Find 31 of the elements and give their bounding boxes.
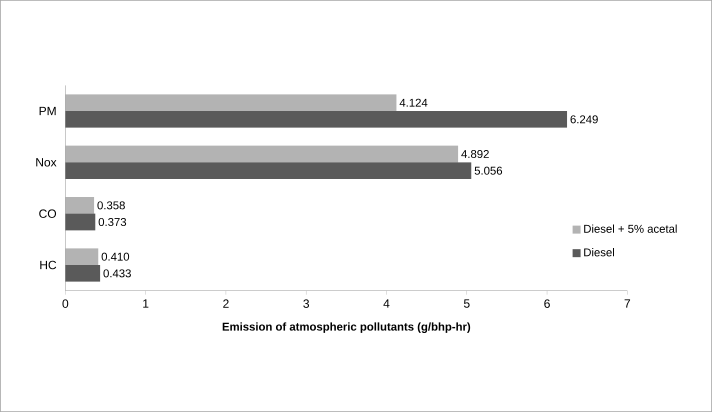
x-tick-label: 0 (62, 299, 68, 308)
x-tick-label: 7 (624, 299, 630, 308)
x-tick-label: 5 (464, 299, 470, 308)
bar (65, 146, 458, 162)
bar (65, 265, 100, 282)
y-tick-label: Nox (36, 158, 56, 167)
x-tick-label: 6 (544, 299, 550, 308)
data-label: 0.373 (98, 218, 126, 226)
bar (65, 94, 396, 112)
x-tick-label: 1 (143, 299, 148, 308)
data-label: 4.892 (461, 150, 489, 158)
data-label: 5.056 (474, 166, 502, 175)
x-tick-label: 2 (223, 299, 229, 308)
bar (65, 248, 98, 265)
y-tick-label: PM (40, 106, 56, 116)
bar (65, 162, 472, 180)
data-label: 4.124 (400, 98, 428, 107)
x-tick-label: 4 (383, 299, 390, 308)
bar (65, 197, 94, 214)
data-label: 0.358 (97, 201, 125, 210)
bar (65, 111, 568, 128)
data-label: 0.410 (102, 252, 130, 261)
x-axis-title: Emission of atmospheric pollutants (g/bhp-hr) (222, 322, 470, 333)
y-tick-label: HC (40, 260, 56, 270)
legend-label: Diesel (584, 248, 614, 256)
data-label: 6.249 (570, 115, 598, 124)
x-tick-label: 3 (303, 299, 310, 308)
data-label: 0.433 (103, 269, 131, 278)
bar (65, 214, 96, 230)
legend-label: Diesel + 5% acetal (584, 224, 677, 233)
y-tick-label: CO (39, 209, 56, 218)
